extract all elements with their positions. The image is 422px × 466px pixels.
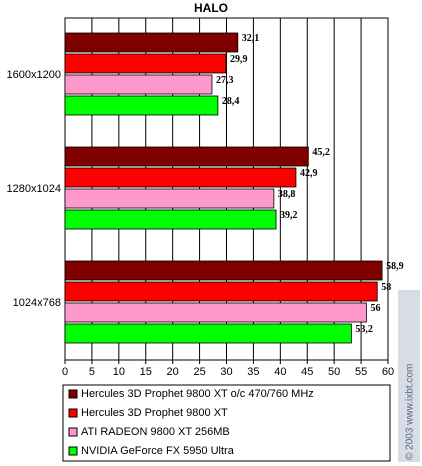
x-tick-label: 50 xyxy=(328,366,340,378)
y-tick-label: 1280x1024 xyxy=(7,183,61,195)
value-label: 38,8 xyxy=(278,189,296,200)
bar xyxy=(64,260,383,281)
x-tick-label: 30 xyxy=(220,366,232,378)
bar xyxy=(64,188,275,209)
value-label: 27,3 xyxy=(216,75,234,86)
value-label: 32,1 xyxy=(242,33,260,44)
watermark-band xyxy=(398,290,420,462)
bar xyxy=(64,146,309,167)
x-tick-label: 35 xyxy=(247,366,259,378)
x-tick-label: 45 xyxy=(301,366,313,378)
value-label: 56 xyxy=(370,303,380,314)
legend-label: Hercules 3D Prophet 9800 XT o/c 470/760 … xyxy=(81,388,314,400)
x-tick-label: 40 xyxy=(274,366,286,378)
value-label: 53,2 xyxy=(355,324,373,335)
watermark: © 2003 www.ixbt.com xyxy=(405,364,416,460)
y-tick-label: 1600x1200 xyxy=(7,69,61,81)
legend-swatch xyxy=(68,427,78,437)
legend-box xyxy=(62,384,391,462)
value-label: 45,2 xyxy=(312,147,330,158)
legend-swatch xyxy=(68,389,78,399)
bar xyxy=(64,302,367,323)
value-label: 29,9 xyxy=(230,54,248,65)
value-label: 39,2 xyxy=(280,210,298,221)
legend-label: ATI RADEON 9800 XT 256MB xyxy=(81,426,230,438)
x-tick-label: 60 xyxy=(382,366,394,378)
bar xyxy=(64,53,227,74)
bar xyxy=(64,209,277,230)
y-tick-label: 1024x768 xyxy=(13,297,61,309)
legend-swatch xyxy=(68,446,78,456)
legend-label: NVIDIA GeForce FX 5950 Ultra xyxy=(81,445,235,457)
x-tick-label: 55 xyxy=(355,366,367,378)
x-tick-label: 10 xyxy=(113,366,125,378)
x-tick-label: 0 xyxy=(62,366,68,378)
x-tick-label: 5 xyxy=(89,366,95,378)
value-label: 58 xyxy=(381,282,391,293)
bar xyxy=(64,74,213,95)
x-tick-label: 20 xyxy=(167,366,179,378)
x-tick-label: 25 xyxy=(193,366,205,378)
bar xyxy=(64,32,239,53)
bar xyxy=(64,95,219,116)
legend-label: Hercules 3D Prophet 9800 XT xyxy=(81,407,228,419)
bar xyxy=(64,323,352,344)
value-label: 58,9 xyxy=(386,261,404,272)
bar xyxy=(64,281,378,302)
legend-swatch xyxy=(68,408,78,418)
value-label: 42,9 xyxy=(300,168,318,179)
x-tick-label: 15 xyxy=(140,366,152,378)
value-label: 28,4 xyxy=(222,96,240,107)
bar xyxy=(64,167,297,188)
chart-title: HALO xyxy=(194,1,228,15)
